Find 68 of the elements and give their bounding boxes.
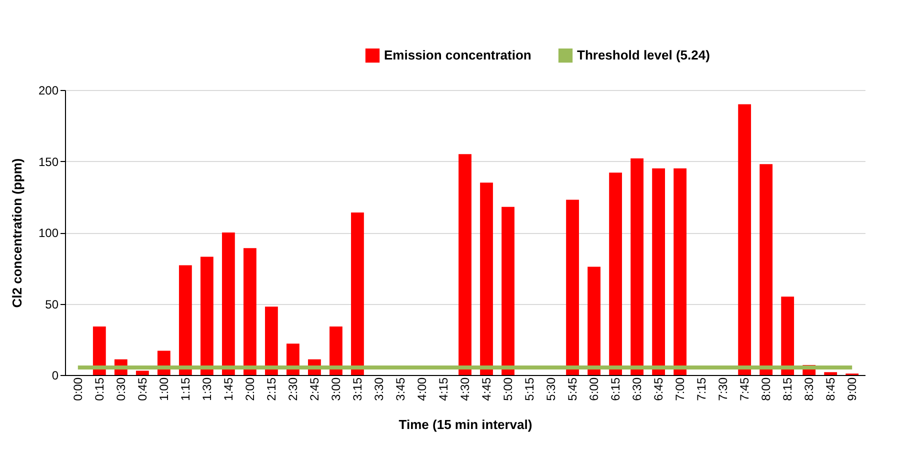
bar: [265, 306, 278, 375]
bar: [760, 164, 773, 375]
x-tick-label: 4:45: [480, 377, 494, 401]
legend-label: Emission concentration: [384, 48, 532, 63]
bar: [136, 370, 149, 375]
x-tick-label: 9:00: [845, 377, 860, 401]
x-tick-label: 0:00: [70, 377, 85, 401]
x-tick-label: 6:00: [587, 377, 602, 401]
x-tick-label: 8:15: [780, 377, 795, 401]
x-tick-label: 2:00: [242, 377, 257, 401]
y-tick-label: 200: [38, 84, 59, 98]
bar: [738, 104, 752, 375]
x-tick-label: 8:00: [759, 377, 774, 401]
bar: [630, 158, 644, 375]
x-tick-label: 8:30: [802, 377, 816, 401]
y-tick-label: 150: [38, 154, 59, 169]
x-tick-label: 2:45: [307, 377, 322, 401]
x-tick-label: 5:00: [501, 377, 516, 401]
bar: [178, 265, 192, 375]
bar: [609, 172, 622, 375]
x-tick-label: 5:45: [566, 377, 580, 401]
x-tick-label: 4:00: [414, 377, 429, 401]
bar: [502, 206, 514, 375]
x-tick-label: 0:30: [114, 377, 128, 401]
x-tick-label: 2:15: [264, 377, 278, 401]
x-tick-label: 0:45: [135, 377, 150, 401]
x-tick-label: 8:45: [824, 377, 838, 401]
bar: [200, 256, 214, 375]
bar: [566, 200, 579, 375]
y-tick-label: 0: [52, 368, 59, 382]
bar: [480, 182, 493, 375]
bar: [674, 168, 687, 375]
x-tick-label: 6:15: [608, 377, 623, 401]
x-tick-label: 6:45: [652, 377, 666, 401]
bar: [652, 168, 665, 375]
x-tick-label: 1:45: [221, 377, 236, 401]
x-tick-label: 7:30: [716, 377, 730, 401]
x-tick-label: 1:30: [200, 377, 214, 401]
x-tick-label: 6:30: [630, 377, 644, 401]
bar: [92, 326, 106, 375]
x-tick-label: 3:00: [328, 377, 343, 401]
x-tick-label: 3:45: [393, 377, 408, 401]
x-axis-title: Time (15 min interval): [398, 416, 532, 432]
x-tick-label: 1:15: [178, 377, 192, 401]
x-tick-label: 7:45: [738, 377, 752, 401]
bar: [330, 326, 342, 375]
x-tick-label: 5:30: [544, 377, 558, 401]
x-tick-label: 3:30: [372, 377, 386, 401]
x-tick-label: 4:30: [458, 377, 472, 401]
x-tick-label: 1:00: [156, 377, 171, 401]
legend-label: Threshold level (5.24): [577, 48, 710, 63]
bar: [243, 248, 256, 375]
bar: [781, 296, 794, 375]
bar: [824, 372, 838, 375]
x-tick-label: 2:30: [286, 377, 300, 401]
bar: [458, 154, 472, 375]
bar: [351, 212, 364, 375]
x-tick-label: 0:15: [92, 377, 106, 401]
x-tick-label: 7:15: [694, 377, 709, 401]
bar: [222, 232, 235, 375]
x-tick-label: 3:15: [350, 377, 364, 401]
y-axis-title: Cl2 concentration (ppm): [9, 158, 24, 308]
y-tick-label: 100: [38, 226, 59, 240]
x-tick-label: 5:15: [522, 377, 537, 401]
x-tick-label: 4:15: [436, 377, 450, 401]
x-tick-label: 7:00: [673, 377, 688, 401]
y-tick-label: 50: [45, 297, 59, 312]
bar: [588, 266, 600, 375]
